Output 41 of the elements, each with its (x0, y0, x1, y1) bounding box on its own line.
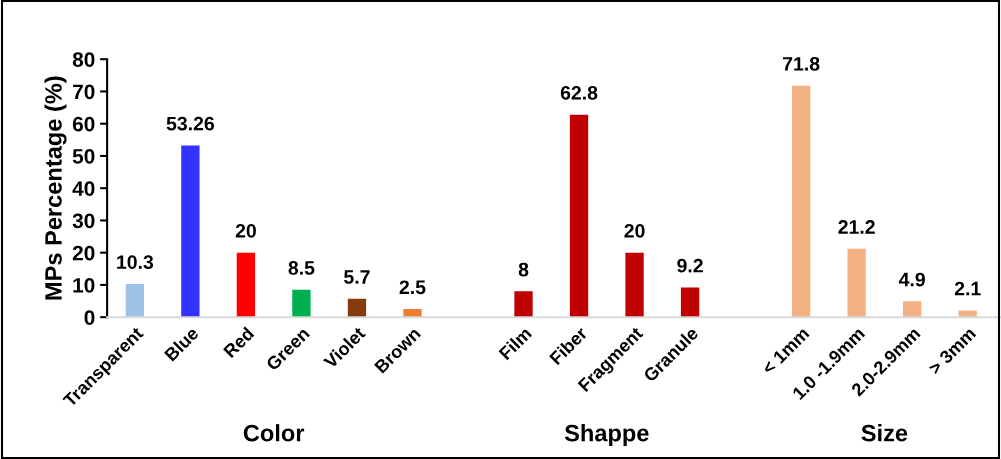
y-tick-label: 20 (72, 245, 95, 261)
data-label: 62.8 (560, 85, 598, 100)
y-tick-label: 60 (72, 116, 95, 132)
bar (403, 309, 422, 318)
y-axis-title: MPs Percentage (%) (44, 76, 67, 300)
bar (236, 252, 256, 318)
y-tick-label: 80 (72, 52, 95, 67)
data-label: 20 (624, 223, 645, 238)
data-label: 8.5 (288, 261, 315, 275)
data-label: 71.8 (783, 56, 820, 71)
bar (514, 291, 533, 318)
text: Size (861, 424, 908, 442)
y-tick-label: 10 (73, 277, 95, 293)
bar (791, 85, 811, 318)
data-label: 10.3 (117, 255, 154, 270)
bar (292, 289, 311, 318)
bar (847, 248, 866, 318)
y-tick-label: 0 (84, 310, 95, 325)
bar (569, 114, 589, 318)
data-label: 20 (235, 223, 256, 238)
bar (680, 287, 700, 318)
data-label: 4.9 (898, 272, 925, 287)
y-tick-label: 30 (72, 213, 95, 229)
data-label: 53.26 (166, 116, 215, 131)
data-label: 9.2 (677, 258, 703, 273)
y-tick-label: 40 (72, 181, 95, 196)
y-tick-label: 50 (72, 148, 95, 164)
data-label: 2.5 (399, 280, 426, 295)
data-label: 8 (518, 262, 529, 277)
data-label: 5.7 (344, 270, 370, 284)
bar (181, 145, 200, 318)
x-tick-label: Film (498, 326, 532, 361)
y-tick-label: 70 (73, 84, 95, 100)
bar (903, 301, 922, 318)
data-label: 2.1 (954, 281, 981, 296)
bar (347, 298, 367, 318)
text: Color (243, 424, 305, 442)
bar (625, 252, 644, 318)
bar (125, 283, 145, 318)
data-label: 21.2 (838, 220, 875, 234)
text: Shappe (564, 424, 649, 447)
